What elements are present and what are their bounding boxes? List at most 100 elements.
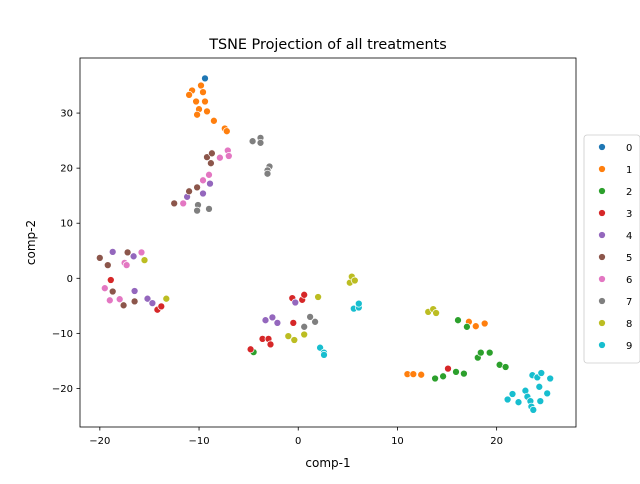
- legend-frame: [583, 134, 640, 364]
- legend-label-9: 9: [626, 341, 632, 352]
- legend-label-5: 5: [626, 253, 632, 264]
- scatter-point-series-3: [444, 364, 452, 373]
- scatter-point-series-7: [263, 169, 272, 178]
- scatter-point-series-4: [148, 299, 157, 307]
- legend-marker-5: [598, 253, 606, 261]
- scatter-point-series-1: [199, 88, 207, 96]
- scatter-point-series-6: [205, 170, 213, 179]
- scatter-point-series-8: [432, 309, 440, 317]
- scatter-point-series-9: [503, 395, 512, 404]
- scatter-point-series-7: [205, 205, 213, 213]
- scatter-point-series-4: [273, 319, 282, 327]
- scatter-point-series-5: [193, 183, 201, 192]
- scatter-point-series-2: [452, 368, 460, 376]
- scatter-point-series-1: [417, 370, 426, 379]
- scatter-point-series-1: [409, 370, 418, 378]
- scatter-point-series-8: [140, 256, 149, 264]
- scatter-point-series-9: [529, 406, 538, 414]
- legend-marker-2: [598, 187, 606, 195]
- scatter-point-series-6: [100, 284, 109, 293]
- scatter-point-series-4: [199, 189, 207, 198]
- scatter-point-series-4: [108, 248, 117, 256]
- scatter-point-series-9: [354, 299, 363, 308]
- scatter-point-series-3: [300, 290, 309, 299]
- scatter-point-series-1: [185, 91, 193, 99]
- scatter-point-series-3: [106, 276, 115, 284]
- scatter-point-series-5: [123, 248, 132, 257]
- scatter-point-series-4: [291, 298, 300, 307]
- scatter-point-series-5: [207, 159, 215, 168]
- x-tick-label: −20: [89, 436, 110, 447]
- scatter-point-series-9: [535, 382, 544, 391]
- scatter-point-series-9: [514, 398, 523, 407]
- scatter-point-series-4: [206, 179, 214, 188]
- scatter-point-series-3: [246, 345, 255, 354]
- scatter-point-series-9: [543, 389, 552, 398]
- scatter-point-series-2: [460, 369, 468, 378]
- scatter-point-series-6: [199, 176, 207, 185]
- scatter-point-series-7: [193, 206, 201, 215]
- scatter-point-series-7: [248, 137, 257, 146]
- scatter-point-series-5: [95, 254, 104, 262]
- y-tick-label: −10: [52, 329, 73, 340]
- scatter-point-series-1: [203, 107, 211, 116]
- scatter-point-series-3: [266, 340, 275, 349]
- scatter-point-series-2: [439, 372, 447, 381]
- scatter-point-series-3: [289, 319, 298, 327]
- legend-label-7: 7: [626, 297, 632, 308]
- scatter-point-series-1: [222, 127, 231, 136]
- scatter-point-series-4: [130, 287, 139, 295]
- scatter-point-series-2: [485, 348, 494, 357]
- y-axis-label: comp-2: [24, 220, 38, 265]
- scatter-point-series-9: [320, 351, 328, 359]
- scatter-point-series-4: [129, 252, 138, 261]
- legend-marker-4: [598, 231, 606, 239]
- scatter-point-series-9: [537, 369, 546, 377]
- scatter-point-series-1: [197, 81, 205, 90]
- x-tick-label: 0: [295, 436, 301, 447]
- scatter-point-series-9: [508, 390, 517, 398]
- scatter-point-series-8: [350, 276, 359, 285]
- x-tick-label: 20: [490, 436, 503, 447]
- scatter-point-series-6: [105, 296, 114, 305]
- legend: 0 1 2 3 4 5 6 7 8 9: [583, 134, 640, 364]
- scatter-point-series-7: [311, 317, 319, 326]
- legend-label-2: 2: [626, 187, 632, 198]
- scatter-point-series-5: [185, 187, 193, 196]
- scatter-point-series-1: [471, 322, 480, 331]
- scatter-point-series-6: [224, 152, 233, 160]
- scatter-point-series-8: [284, 332, 293, 340]
- scatter-point-series-4: [143, 294, 152, 303]
- y-tick-label: −20: [52, 384, 73, 395]
- scatter-point-series-9: [536, 397, 545, 405]
- legend-label-6: 6: [626, 275, 632, 286]
- legend-label-8: 8: [626, 319, 632, 330]
- scatter-point-series-1: [480, 319, 489, 328]
- scatter-point-series-7: [300, 322, 309, 331]
- scatter-point-series-4: [261, 316, 270, 325]
- scatter-point-series-6: [115, 295, 124, 304]
- legend-label-0: 0: [626, 143, 632, 154]
- scatter-point-series-5: [119, 301, 128, 310]
- legend-marker-3: [598, 209, 606, 217]
- scatter-point-series-6: [179, 199, 188, 208]
- x-tick-label: 10: [391, 436, 404, 447]
- scatter-point-series-0: [201, 74, 209, 83]
- legend-marker-6: [598, 275, 606, 283]
- chart-title: TSNE Projection of all treatments: [208, 37, 447, 53]
- points-layer: [95, 74, 555, 414]
- scatter-point-series-7: [306, 313, 314, 321]
- scatter-point-series-2: [501, 363, 510, 371]
- legend-marker-0: [598, 143, 606, 151]
- scatter-point-series-6: [122, 261, 131, 269]
- plot-frame: [79, 57, 577, 428]
- x-axis-label: comp-1: [305, 456, 350, 470]
- legend-label-3: 3: [626, 209, 632, 220]
- scatter-point-series-2: [454, 316, 462, 325]
- legend-marker-7: [598, 297, 606, 305]
- y-tick-label: 0: [67, 274, 73, 285]
- scatter-point-series-7: [256, 138, 265, 147]
- x-tick-label: −10: [188, 436, 209, 447]
